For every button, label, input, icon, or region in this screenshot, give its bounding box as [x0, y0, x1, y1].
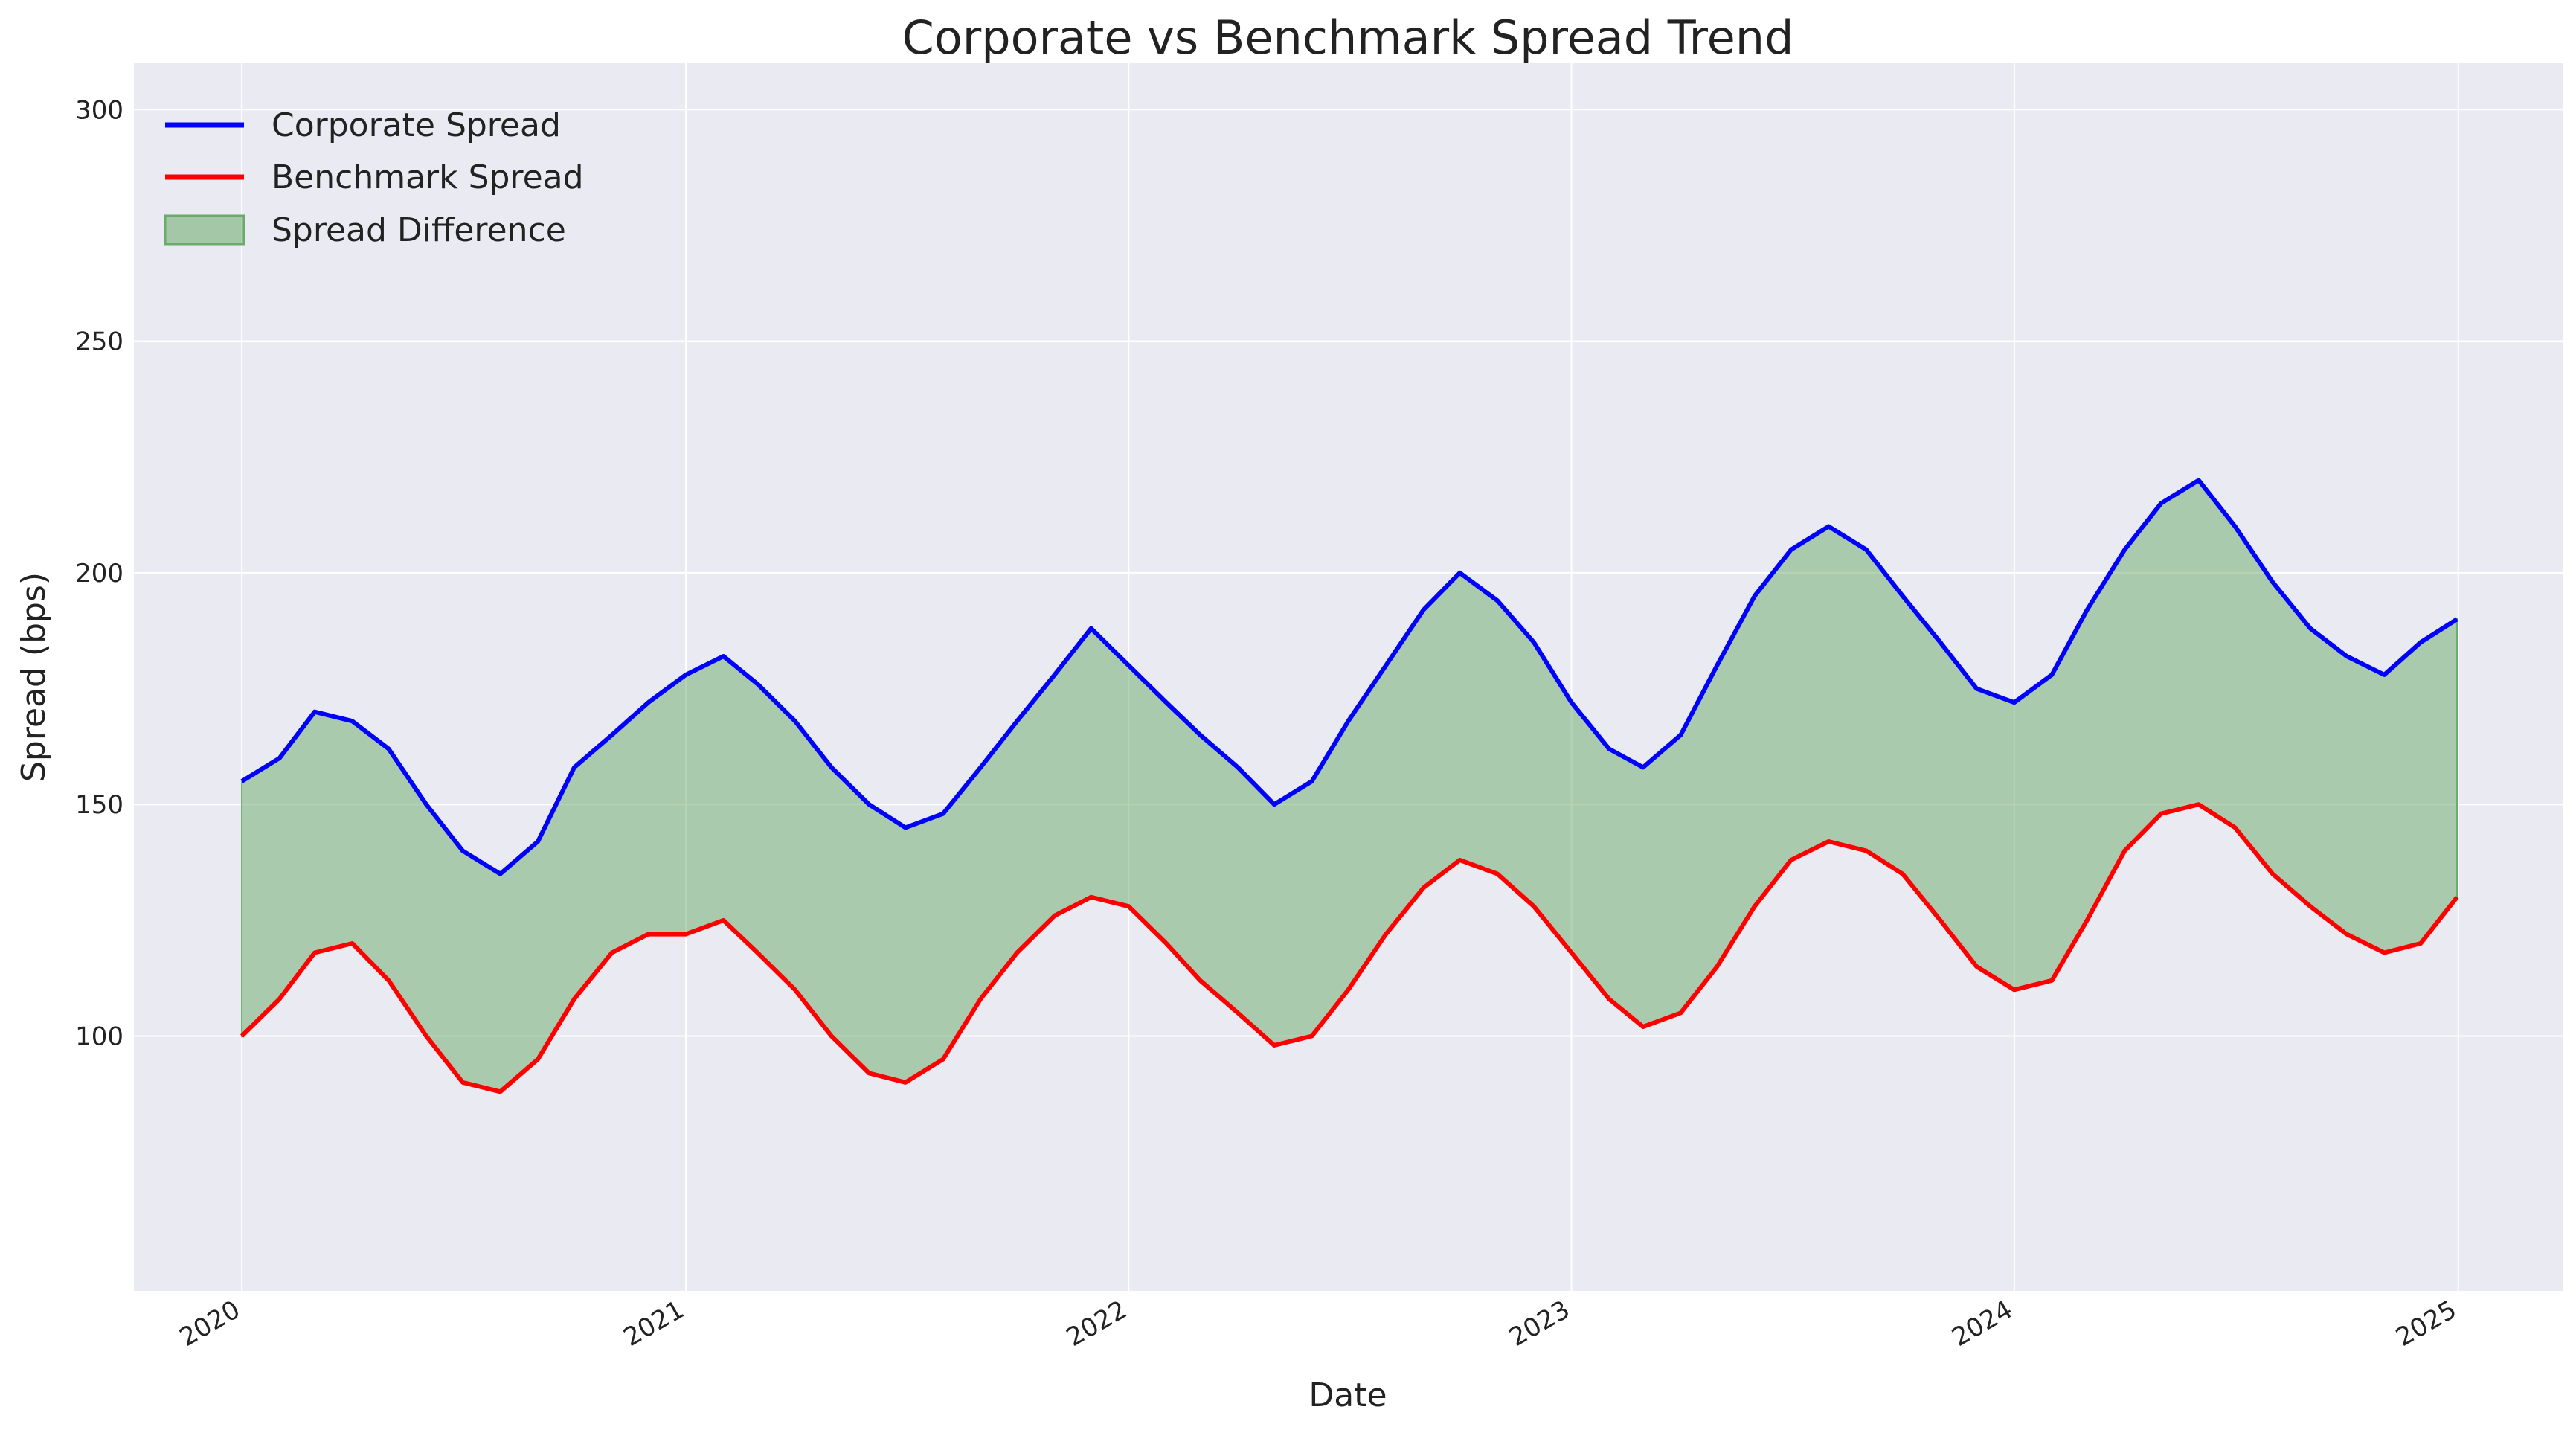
- y-tick-label-200: 200: [75, 559, 123, 589]
- legend-label-spread-difference: Spread Difference: [272, 211, 566, 249]
- x-axis-ticks: 2020 2021 2022 2023 2024 2025: [175, 1295, 2462, 1353]
- benchmark-spread-line: [240, 802, 2459, 1094]
- x-tick-label-2020: 2020: [175, 1295, 245, 1353]
- y-axis-ticks: 100 150 200 250 300: [75, 95, 123, 1051]
- x-tick-label-2023: 2023: [1504, 1295, 1575, 1353]
- series-lines: [240, 478, 2459, 1094]
- y-tick-label-100: 100: [75, 1022, 123, 1052]
- legend: Corporate Spread Benchmark Spread Spread…: [164, 106, 584, 249]
- x-tick-label-2022: 2022: [1061, 1295, 1132, 1353]
- x-axis-label: Date: [1308, 1376, 1387, 1414]
- legend-label-benchmark-spread: Benchmark Spread: [272, 158, 584, 196]
- x-tick-label-2024: 2024: [1947, 1295, 2017, 1353]
- y-axis-label: Spread (bps): [15, 572, 53, 782]
- corporate-spread-line: [240, 478, 2458, 876]
- y-tick-label-150: 150: [75, 790, 123, 820]
- legend-label-corporate-spread: Corporate Spread: [272, 106, 561, 144]
- y-tick-label-300: 300: [75, 95, 123, 125]
- y-tick-label-250: 250: [75, 327, 123, 357]
- x-tick-label-2021: 2021: [619, 1295, 690, 1353]
- chart-title: Corporate vs Benchmark Spread Trend: [902, 10, 1794, 65]
- x-tick-label-2025: 2025: [2391, 1295, 2461, 1353]
- legend-swatch-spread-difference: [164, 214, 245, 246]
